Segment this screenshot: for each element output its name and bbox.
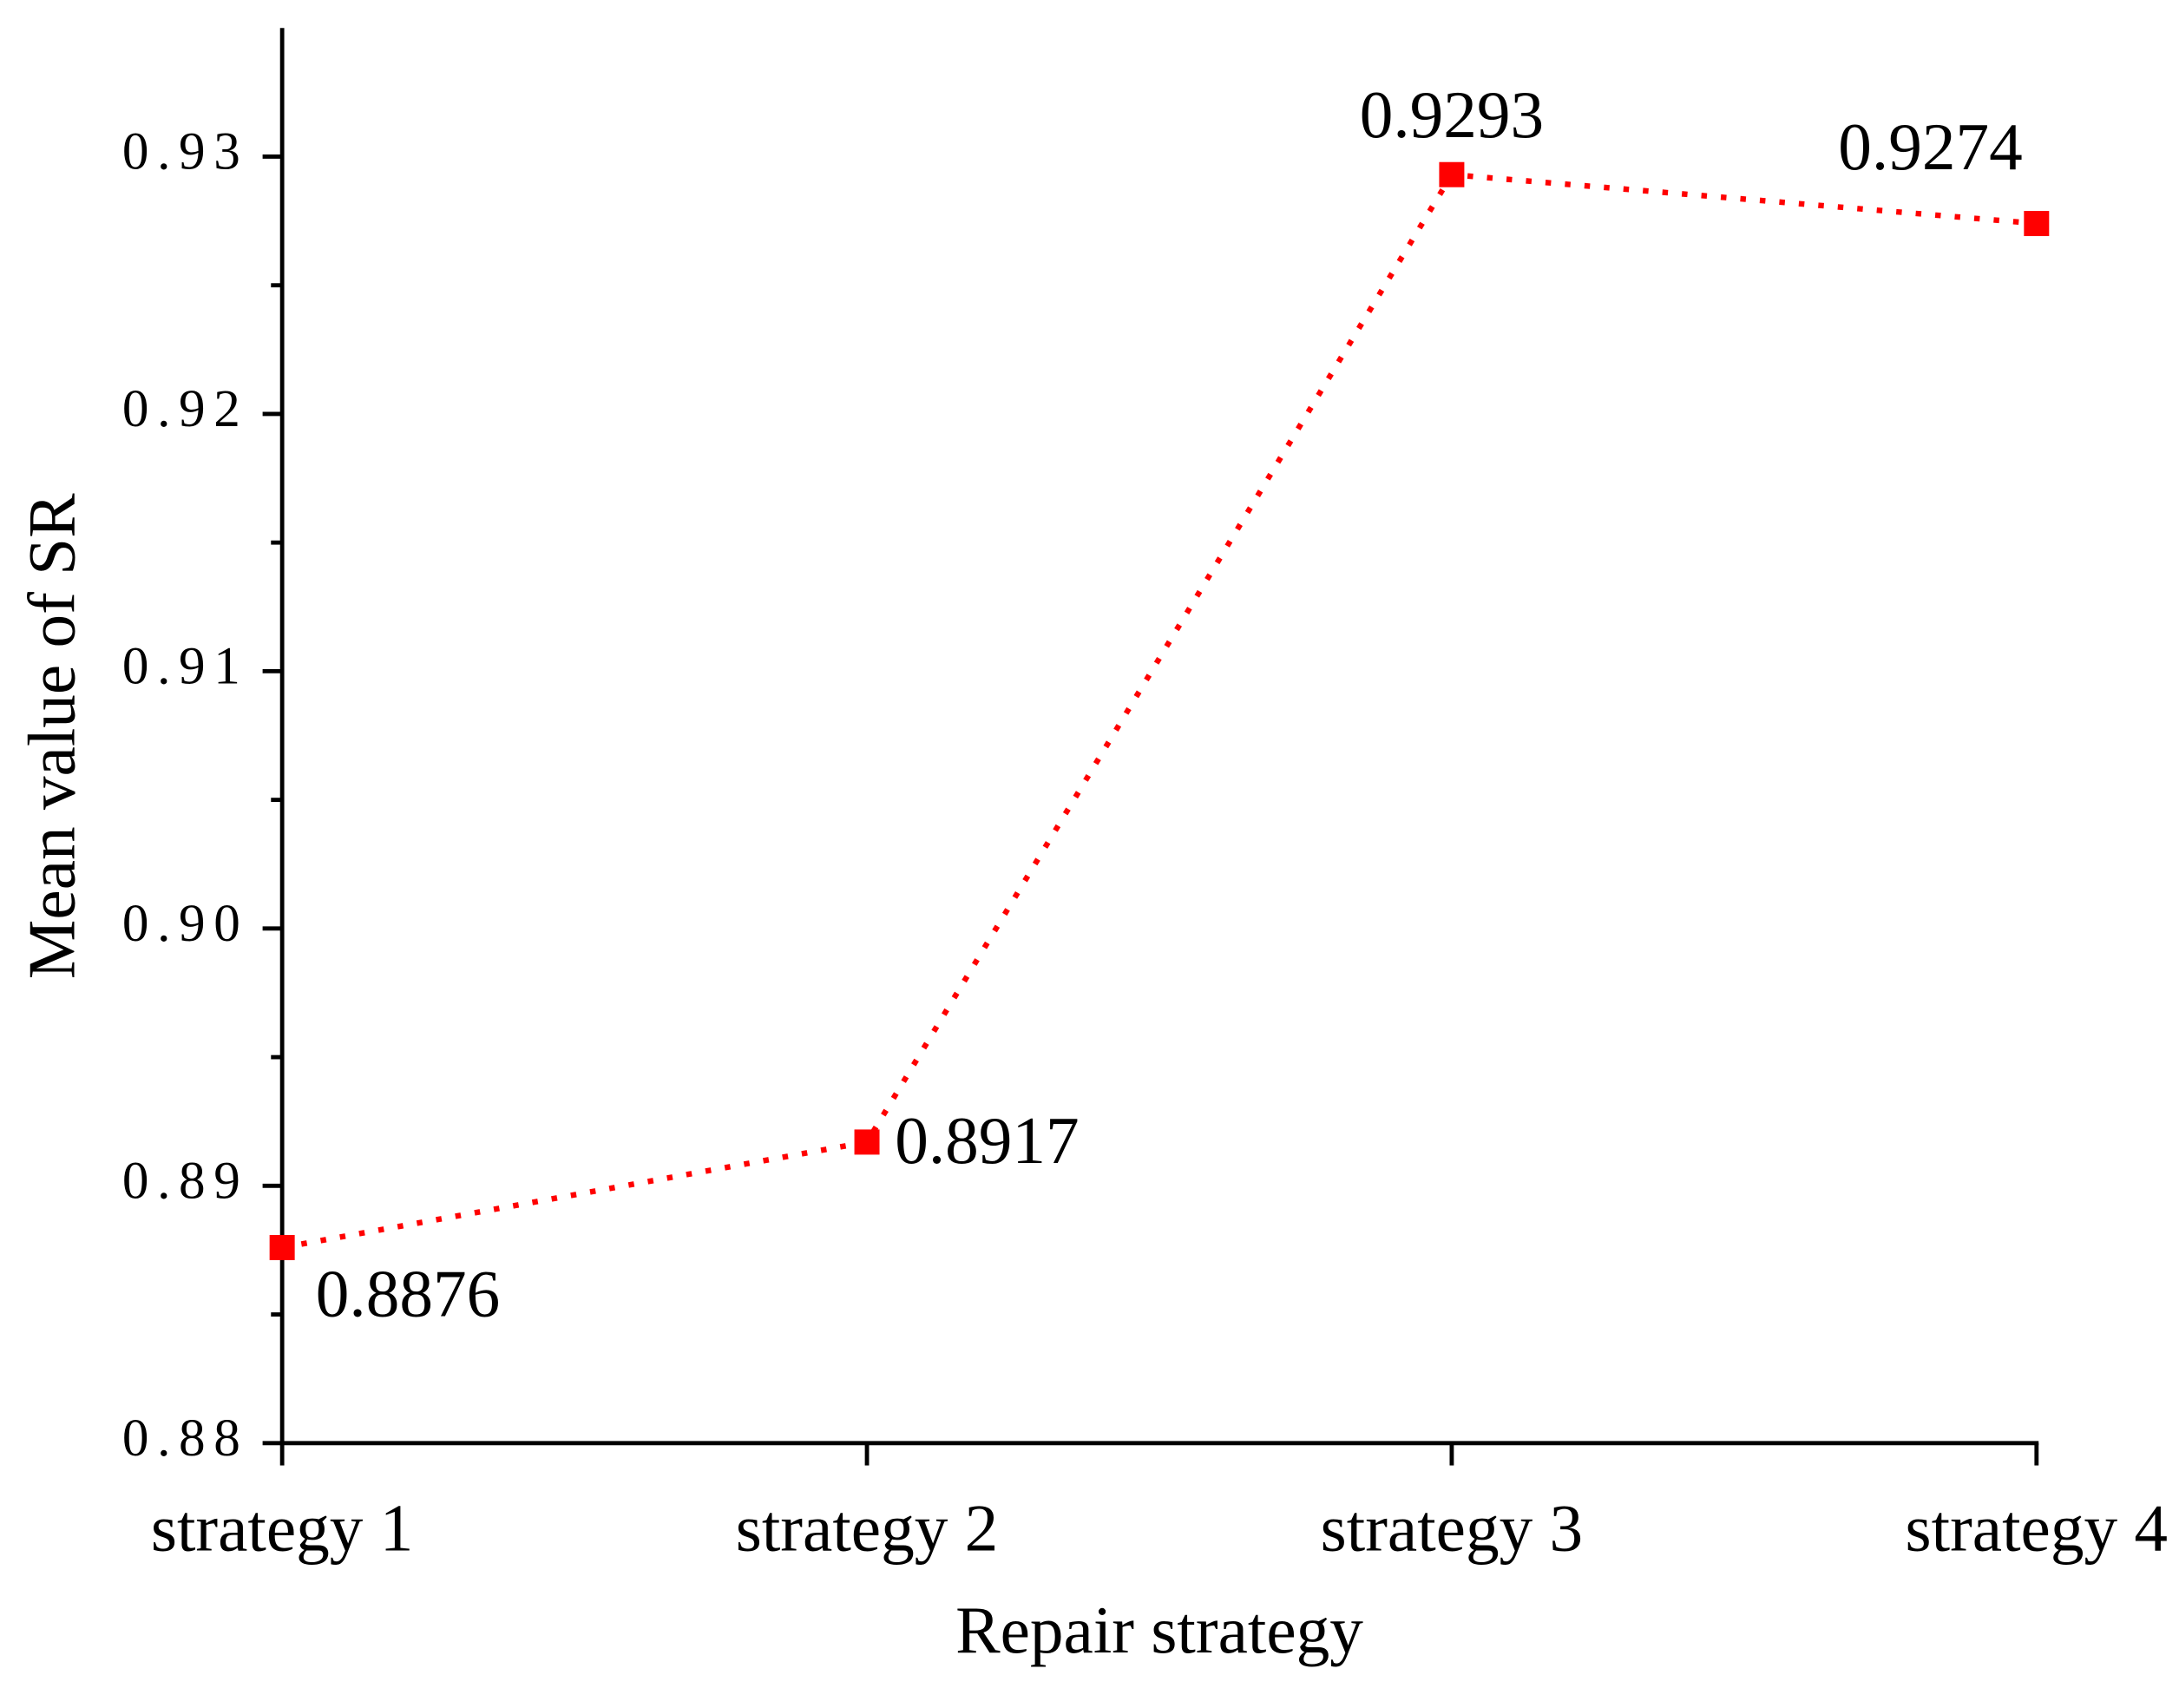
y-axis-label: Mean value of SR <box>14 493 89 979</box>
data-label: 0.8917 <box>895 1103 1079 1178</box>
x-axis-label: Repair strategy <box>955 1593 1363 1667</box>
marker <box>2024 211 2050 237</box>
x-tick-label: strategy 2 <box>736 1491 998 1566</box>
x-tick-label: strategy 4 <box>1906 1491 2168 1566</box>
marker <box>1439 161 1465 187</box>
data-label: 0.9293 <box>1360 77 1544 152</box>
y-tick-label: 0.89 <box>122 1151 249 1210</box>
marker <box>854 1129 880 1155</box>
x-tick-label: strategy 3 <box>1321 1491 1583 1566</box>
y-tick-label: 0.93 <box>122 122 249 181</box>
line <box>281 171 2038 1251</box>
y-tick-label: 0.91 <box>122 636 249 695</box>
data-label: 0.8876 <box>316 1256 500 1330</box>
y-tick-label: 0.88 <box>122 1409 249 1468</box>
marker <box>269 1234 295 1260</box>
y-tick-label: 0.92 <box>122 379 249 438</box>
data-label: 0.9274 <box>1838 109 2022 184</box>
x-tick-label: strategy 1 <box>151 1491 413 1566</box>
y-tick-label: 0.90 <box>122 894 249 953</box>
